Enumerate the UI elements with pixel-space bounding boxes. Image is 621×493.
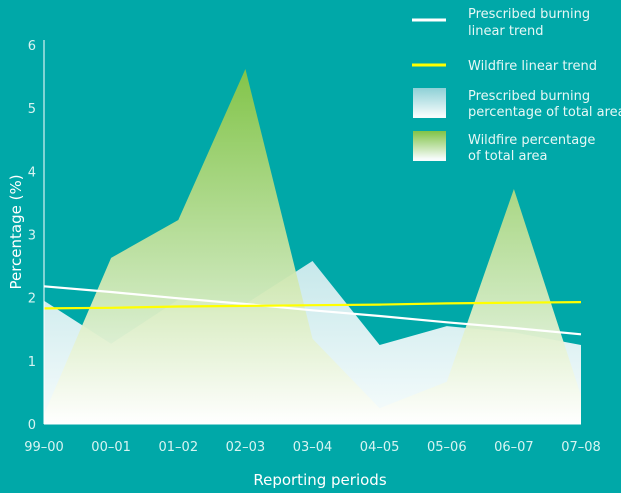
trend-lines <box>43 285 582 425</box>
x-tick-labels: 99–00 00–01 01–02 02–03 03–04 04–05 05–06 06–07… <box>24 440 601 455</box>
y-tick-label: 4 <box>28 165 36 180</box>
legend-label: percentage of total area <box>468 105 621 120</box>
area-series-1 <box>44 69 581 424</box>
x-axis-title: Reporting periods <box>253 471 386 489</box>
legend-label: Prescribed burning <box>468 89 590 104</box>
y-tick-label: 5 <box>28 102 36 117</box>
legend-swatch-box <box>413 88 446 118</box>
legend: Prescribed burning linear trend Wildfire l… <box>412 7 621 164</box>
y-tick-label: 2 <box>28 292 36 307</box>
x-tick-label: 01–02 <box>159 440 199 455</box>
y-tick-label: 6 <box>28 39 36 54</box>
legend-label: Wildfire linear trend <box>468 59 597 74</box>
x-tick-label: 07–08 <box>561 440 601 455</box>
x-tick-label: 03–04 <box>293 440 333 455</box>
y-tick-label: 1 <box>28 355 36 370</box>
trend-line-3 <box>43 301 582 310</box>
x-tick-label: 05–06 <box>427 440 467 455</box>
x-tick-label: 06–07 <box>494 440 534 455</box>
y-axis-title: Percentage (%) <box>7 174 25 289</box>
y-tick-label: 3 <box>28 229 36 244</box>
x-tick-label: 02–03 <box>226 440 266 455</box>
y-tick-labels: 0 1 2 3 4 5 6 <box>28 39 36 433</box>
legend-swatch-box <box>413 131 446 161</box>
legend-label: linear trend <box>468 24 544 39</box>
plot-areas <box>44 69 581 424</box>
trend-line-2 <box>43 285 582 336</box>
x-tick-label: 00–01 <box>91 440 131 455</box>
legend-label: Wildfire percentage <box>468 133 595 148</box>
x-tick-label: 99–00 <box>24 440 64 455</box>
y-tick-label: 0 <box>28 418 36 433</box>
legend-label: of total area <box>468 149 548 164</box>
x-tick-label: 04–05 <box>360 440 400 455</box>
legend-label: Prescribed burning <box>468 7 590 22</box>
